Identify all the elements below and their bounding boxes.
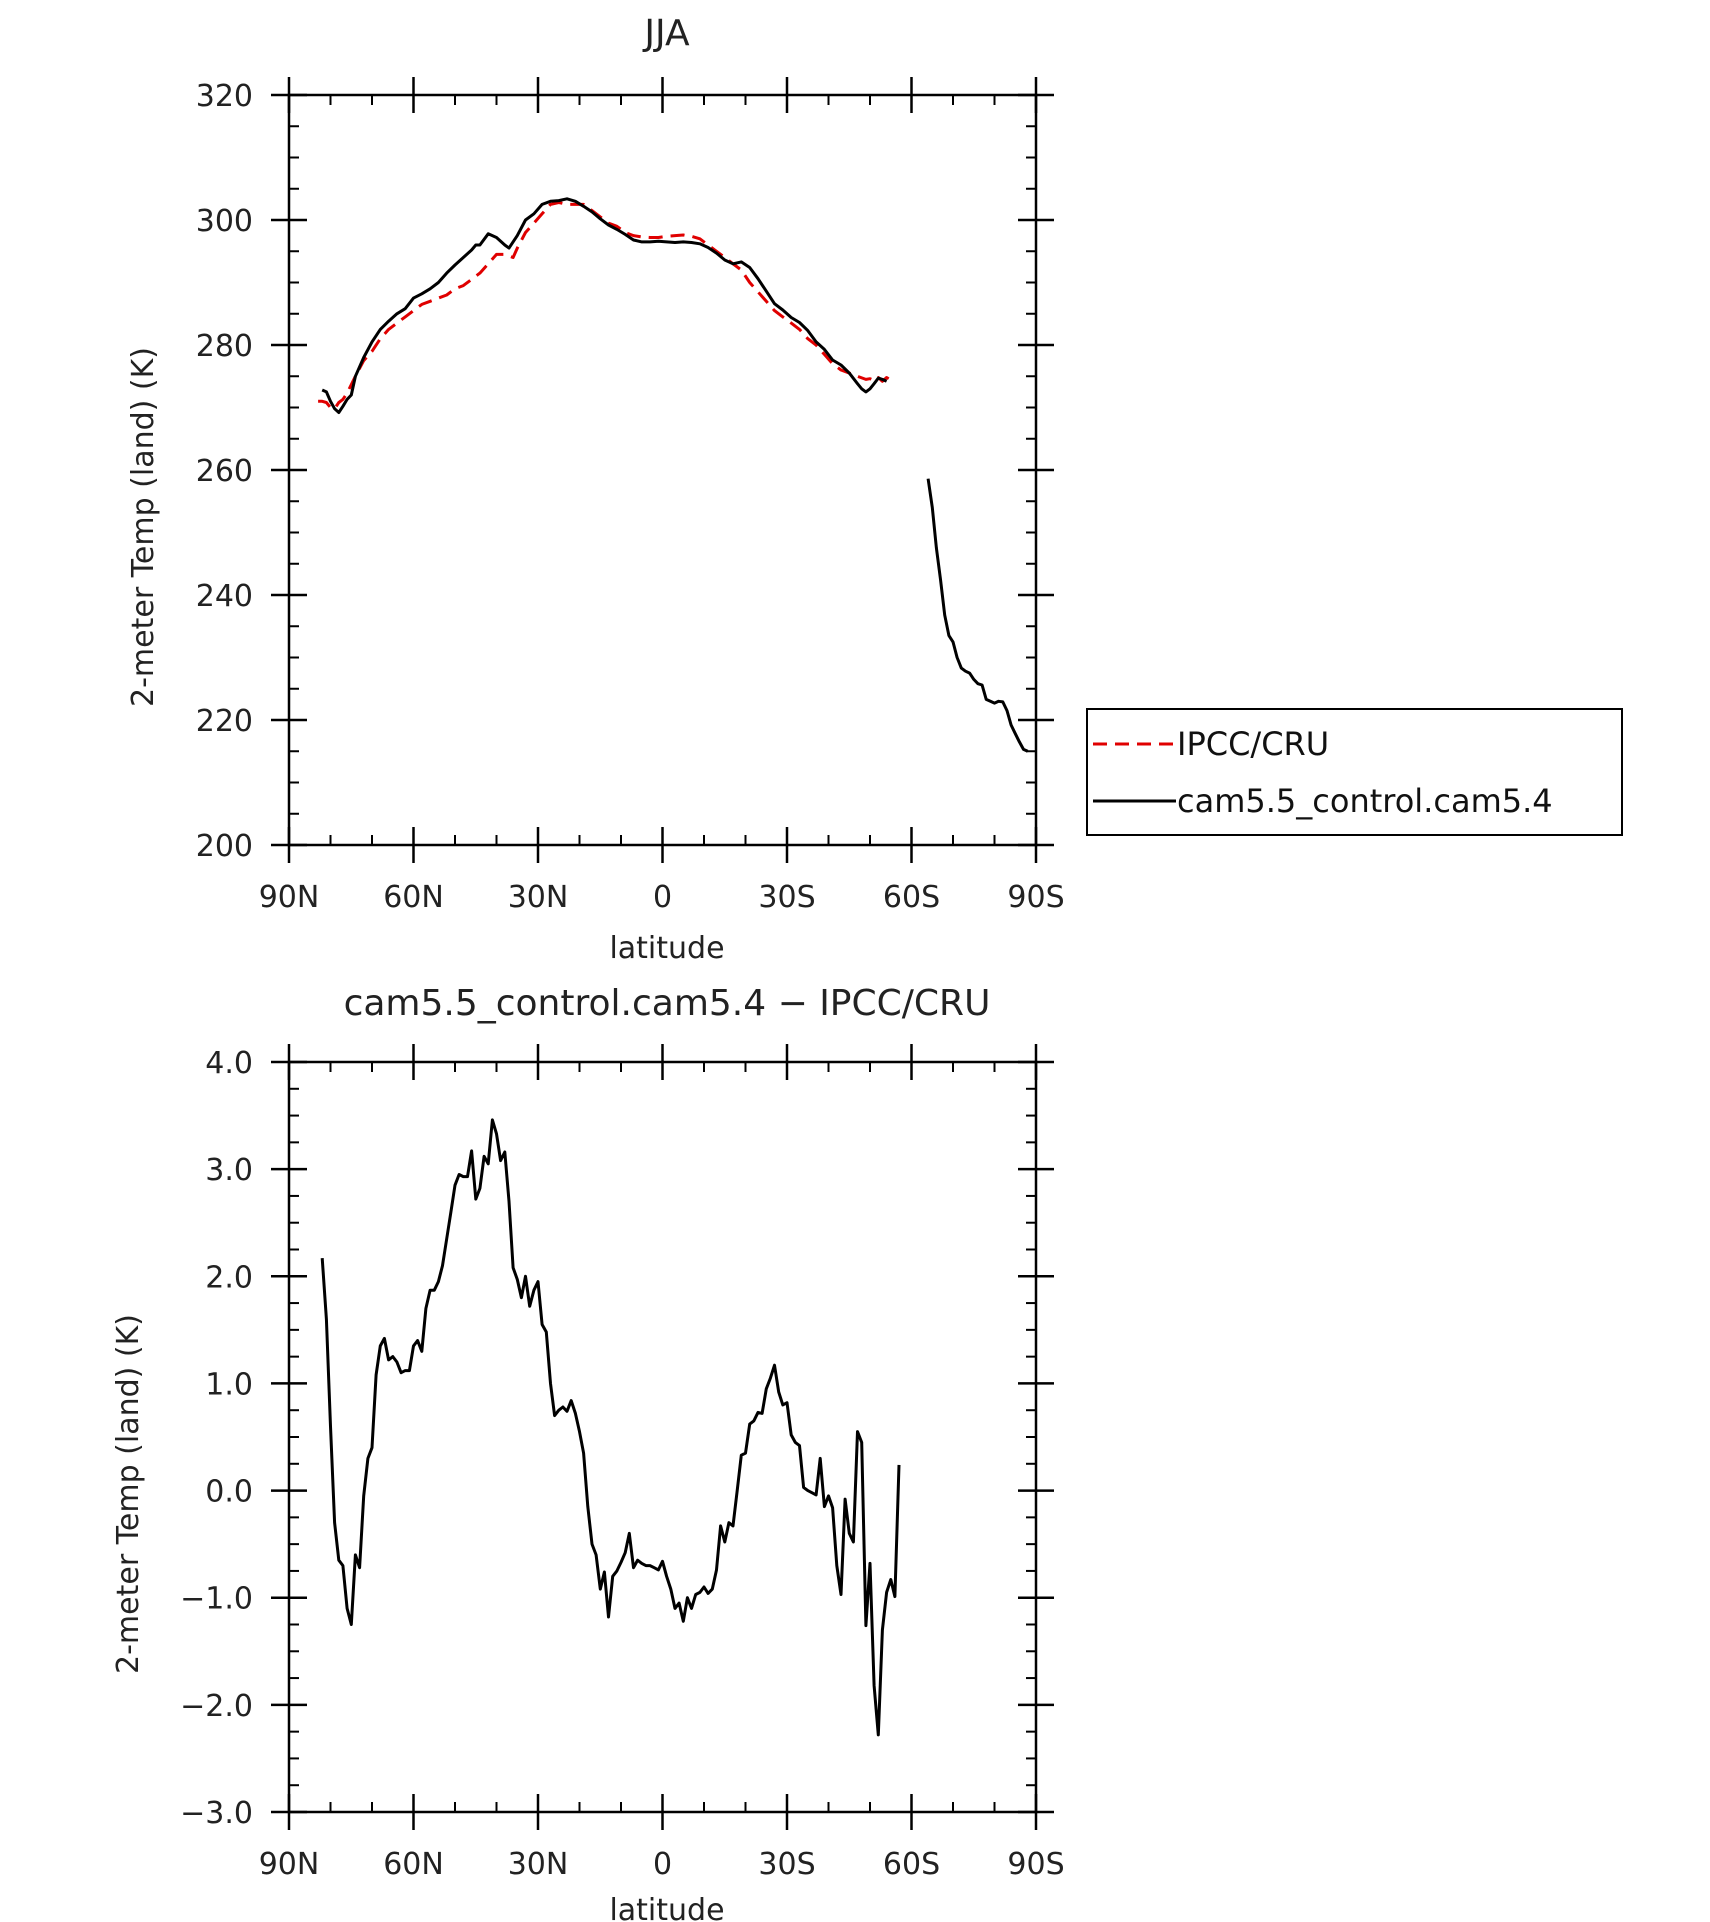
bottom-x-axis-label: latitude <box>609 1893 724 1922</box>
top-x-tick-label: 30S <box>758 880 815 915</box>
bottom-y-axis-label: 2-meter Temp (land) (K) <box>111 1314 146 1674</box>
top-y-tick-label: 300 <box>196 204 253 239</box>
top-x-tick-label: 90N <box>259 880 320 915</box>
bottom-x-tick-label: 30N <box>508 1847 569 1882</box>
legend-box <box>1086 708 1623 836</box>
top-panel: JJA latitude 2-meter Temp (land) (K) 200… <box>126 13 1065 966</box>
bottom-x-tick-label: 60S <box>883 1847 940 1882</box>
bottom-x-tick-label: 60N <box>383 1847 444 1882</box>
legend: IPCC/CRU cam5.5_control.cam5.4 <box>1086 708 1623 836</box>
legend-label-cam55: cam5.5_control.cam5.4 <box>1177 782 1553 820</box>
bottom-chart-title: cam5.5_control.cam5.4 − IPCC/CRU <box>344 983 991 1024</box>
top-y-axis-label: 2-meter Temp (land) (K) <box>126 347 161 707</box>
bottom-y-tick-label: 4.0 <box>205 1046 253 1081</box>
top-x-tick-label: 0 <box>653 880 672 915</box>
bottom-panel: cam5.5_control.cam5.4 − IPCC/CRU latitud… <box>111 983 1065 1922</box>
top-plot-frame <box>287 93 1038 847</box>
top-x-tick-label: 60S <box>883 880 940 915</box>
top-y-tick-label: 220 <box>196 704 253 739</box>
bottom-x-tick-label: 90N <box>259 1847 320 1882</box>
bottom-series-0-line-0 <box>320 1118 901 1737</box>
top-x-tick-label: 60N <box>383 880 444 915</box>
legend-label-ipcc-cru: IPCC/CRU <box>1177 725 1329 763</box>
top-y-tick-label: 200 <box>196 829 253 864</box>
top-y-tick-label: 240 <box>196 579 253 614</box>
top-series-1-line-0 <box>321 197 888 414</box>
bottom-y-tick-label: 2.0 <box>205 1260 253 1295</box>
bottom-y-tick-label: −2.0 <box>180 1689 253 1724</box>
top-series-0-line-0 <box>318 201 892 411</box>
bottom-x-tick-label: 90S <box>1007 1847 1064 1882</box>
bottom-x-tick-label: 0 <box>653 1847 672 1882</box>
top-x-tick-label: 30N <box>508 880 569 915</box>
bottom-y-tick-label: 1.0 <box>205 1367 253 1402</box>
bottom-plot-frame <box>287 1060 1038 1814</box>
top-x-tick-label: 90S <box>1007 880 1064 915</box>
top-x-axis-label: latitude <box>609 931 724 966</box>
bottom-y-tick-label: 3.0 <box>205 1153 253 1188</box>
bottom-y-tick-label: −3.0 <box>180 1796 253 1831</box>
top-chart-title: JJA <box>642 13 690 54</box>
bottom-x-tick-label: 30S <box>758 1847 815 1882</box>
top-y-tick-label: 320 <box>196 79 253 114</box>
top-series-1-line-1 <box>926 478 1029 753</box>
top-y-tick-label: 280 <box>196 329 253 364</box>
top-y-tick-label: 260 <box>196 454 253 489</box>
bottom-y-tick-label: −1.0 <box>180 1582 253 1617</box>
bottom-y-tick-label: 0.0 <box>205 1475 253 1510</box>
